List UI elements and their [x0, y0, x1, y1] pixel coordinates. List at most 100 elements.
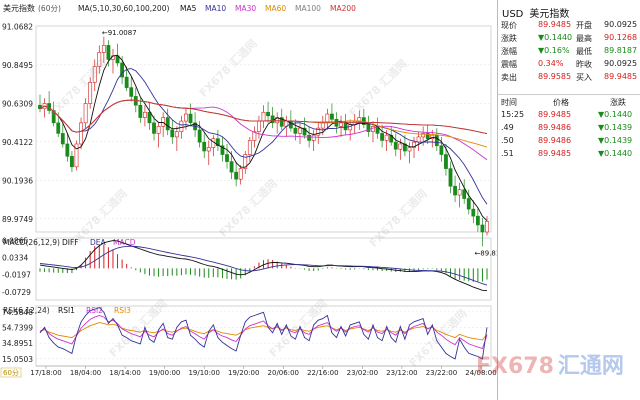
- quote-value: ▼0.1440: [538, 33, 573, 42]
- candle-body: [202, 141, 207, 152]
- trade-time: .51: [501, 149, 514, 158]
- time-label: 19/00:00: [149, 369, 180, 377]
- candle-body: [215, 138, 220, 147]
- candle-body: [434, 134, 439, 147]
- trade-row: .50 89.9486 ▼0.1439: [498, 136, 640, 148]
- candle-body: [316, 127, 321, 136]
- quote-value: 89.9485: [604, 72, 638, 81]
- macd-legend-diff: DIFF: [62, 238, 79, 247]
- time-label: 18/04:00: [70, 369, 101, 377]
- candle-body: [252, 131, 257, 141]
- candle-body: [106, 45, 111, 60]
- quote-value: 90.0925: [604, 59, 638, 68]
- trade-price: 89.9485: [538, 149, 572, 158]
- quote-value: 90.1268: [604, 33, 638, 42]
- candle-body: [439, 145, 444, 155]
- candle-body: [311, 134, 316, 141]
- kline-chart-svg[interactable]: 美元指数 (60分) MA(5,10,30,60,100,200) MA5 MA10 MA…: [0, 0, 497, 400]
- candle-body: [197, 129, 202, 143]
- time-label: 20/06:00: [268, 369, 299, 377]
- time-label: 23/02:00: [347, 369, 378, 377]
- rsi-header: RSI(6,12,24): [3, 306, 50, 315]
- candle-body: [293, 127, 298, 134]
- candle-body: [234, 171, 239, 180]
- rsi-y-tick: 34.8951: [2, 339, 33, 348]
- chart-area[interactable]: 美元指数 (60分) MA(5,10,30,60,100,200) MA5 MA10 MA…: [0, 0, 497, 400]
- candle-body: [261, 111, 266, 122]
- candle-body: [243, 154, 248, 169]
- candle-body: [444, 154, 448, 169]
- candle-body: [92, 66, 97, 83]
- candle-body: [425, 133, 430, 139]
- quote-divider: [498, 94, 640, 95]
- macd-dea-line: [39, 245, 488, 286]
- candle-body: [339, 122, 343, 127]
- rsi-legend-rsi2: RSI2: [86, 306, 103, 315]
- quote-row: 震幅 0.34% 昨收 90.0925: [498, 59, 640, 70]
- main-title: 美元指数: [3, 3, 35, 13]
- candle-body: [225, 154, 229, 162]
- candle-body: [320, 122, 325, 129]
- candle-body: [485, 221, 489, 233]
- trades-header-time: 时间: [501, 98, 517, 107]
- macd-legend-dea: DEA: [90, 238, 107, 247]
- ma200-line: [39, 99, 488, 135]
- quote-value: 90.0925: [604, 20, 638, 29]
- rsi-legend-rsi3: RSI3: [114, 306, 131, 315]
- candle-body: [138, 104, 143, 118]
- trade-time: .50: [501, 136, 514, 145]
- candle-body: [466, 198, 471, 210]
- ma5-line: [39, 54, 488, 222]
- fx678-logo: FX678 汇通网: [476, 348, 624, 380]
- quote-label: 现价: [501, 21, 517, 30]
- candle-body: [457, 189, 462, 196]
- quote-label: 震幅: [501, 60, 517, 69]
- trades-header-price: 价格: [553, 98, 569, 107]
- quote-label: 昨收: [576, 60, 592, 69]
- candle-body: [453, 185, 457, 196]
- bottom-timeframe-box: [0, 367, 22, 378]
- ma-legend-ma10: MA10: [205, 4, 226, 13]
- macd-y-tick: 0.0334: [2, 254, 28, 263]
- panel-frame-3: [35, 305, 492, 367]
- quote-value: 89.9585: [538, 72, 572, 81]
- macd-y-tick: 0.0865: [2, 236, 28, 245]
- candle-body: [79, 122, 83, 145]
- candle-body: [74, 143, 79, 168]
- candle-body: [384, 134, 389, 141]
- rsi3-line: [39, 322, 488, 341]
- quote-label: 开盘: [576, 21, 592, 30]
- candle-body: [88, 82, 93, 104]
- candle-body: [156, 126, 161, 134]
- candle-body: [348, 124, 353, 131]
- time-label: 18/14:00: [109, 369, 140, 377]
- candle-body: [152, 122, 156, 134]
- candle-body: [188, 113, 193, 124]
- logo-sub-text: 汇通网: [557, 354, 624, 379]
- trade-row: .51 89.9485 ▼0.1440: [498, 149, 640, 161]
- candle-body: [51, 110, 56, 124]
- candle-body: [120, 62, 125, 78]
- macd-y-tick: -0.0197: [2, 271, 31, 280]
- candle-body: [475, 215, 480, 226]
- candle-body: [174, 131, 179, 138]
- quote-panel: USD 美元指数 现价 89.9485 开盘 90.0925 涨跌 ▼0.1440 最高 90.…: [497, 0, 640, 400]
- trade-change: ▼0.1439: [598, 123, 633, 132]
- high-price-label: ←91.0087: [102, 29, 137, 37]
- candle-body: [279, 117, 284, 127]
- candle-body: [60, 133, 65, 145]
- rsi-legend-rsi1: RSI1: [58, 306, 75, 315]
- candle-body: [83, 103, 88, 124]
- candle-body: [421, 133, 426, 138]
- candle-body: [416, 136, 421, 143]
- candle-body: [70, 155, 74, 168]
- candle-body: [330, 113, 334, 120]
- candle-body: [412, 141, 416, 148]
- ma-legend-ma60: MA60: [265, 4, 286, 13]
- panel-frame-1: [35, 25, 492, 233]
- rsi-y-tick: 74.5848: [2, 308, 33, 317]
- ma-legend-ma5: MA5: [180, 4, 197, 13]
- candle-body: [161, 117, 166, 127]
- main-y-tick: 90.4122: [2, 138, 33, 147]
- candle-body: [380, 133, 384, 141]
